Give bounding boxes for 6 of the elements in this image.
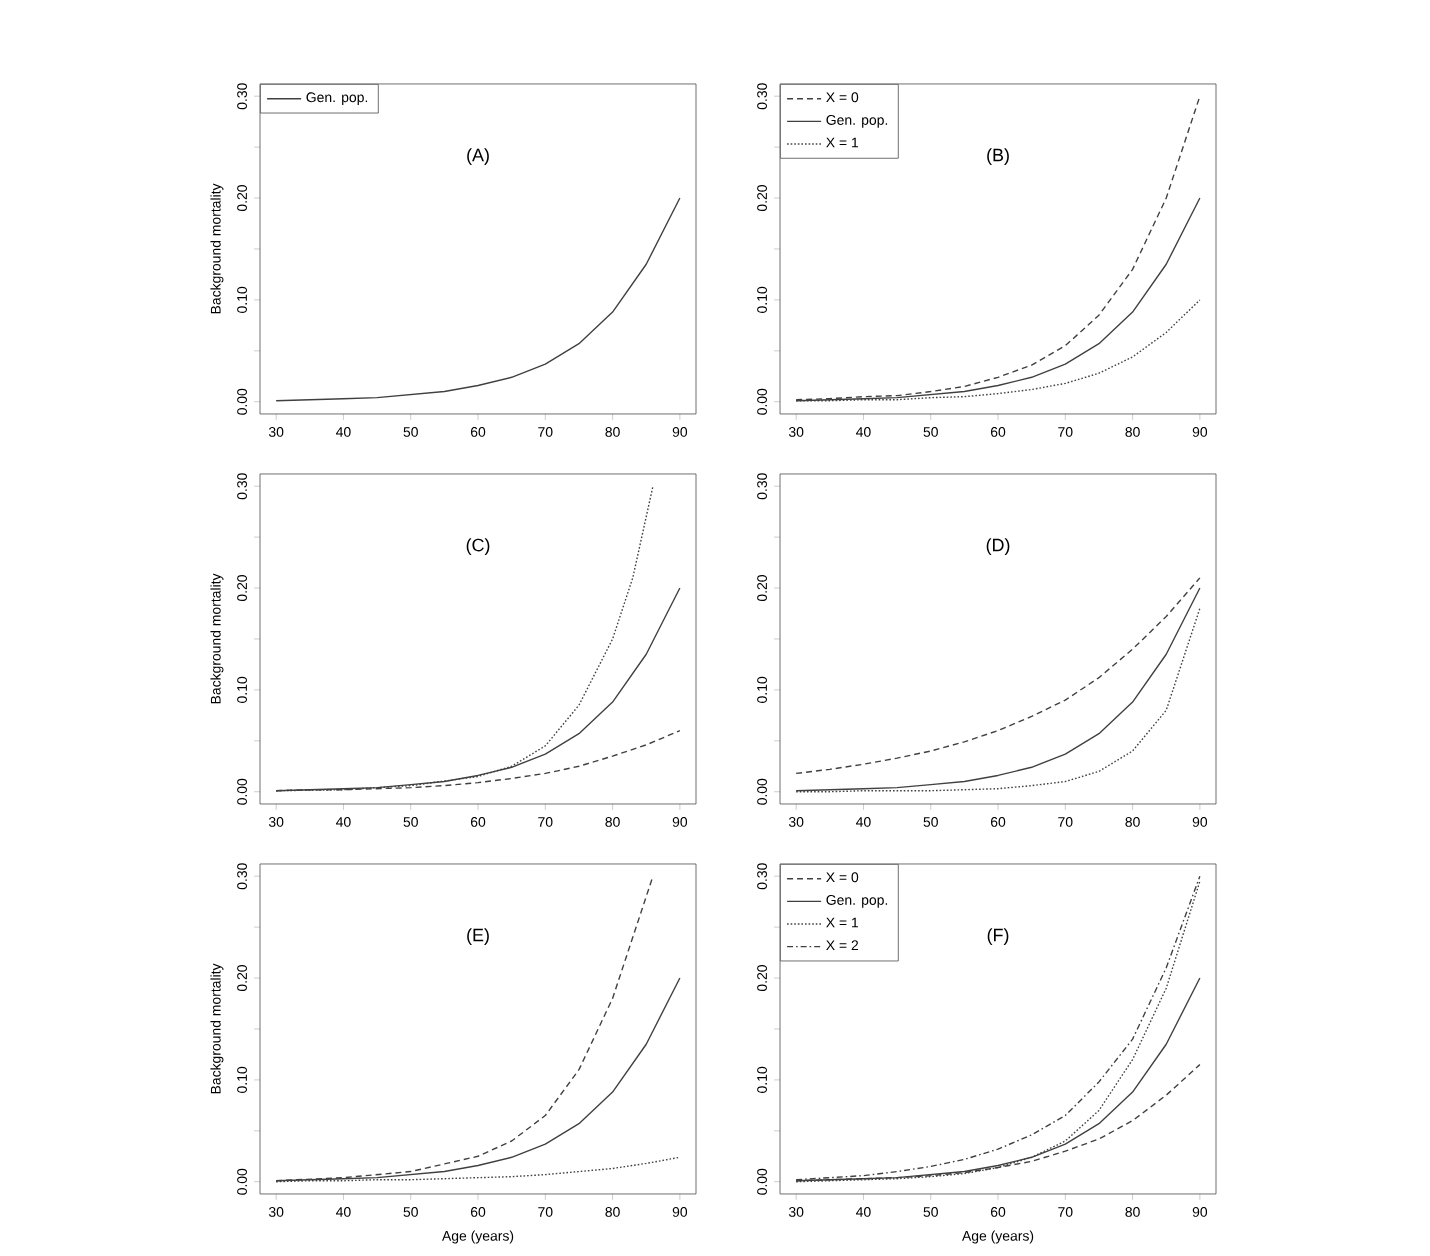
annotation: (D) — [986, 538, 1010, 555]
annotation: (C) — [466, 538, 490, 555]
annotation: (A) — [467, 148, 489, 165]
annotation: (B) — [987, 148, 1009, 165]
annotation: (E) — [467, 928, 489, 945]
annotation: (F) — [987, 928, 1009, 945]
